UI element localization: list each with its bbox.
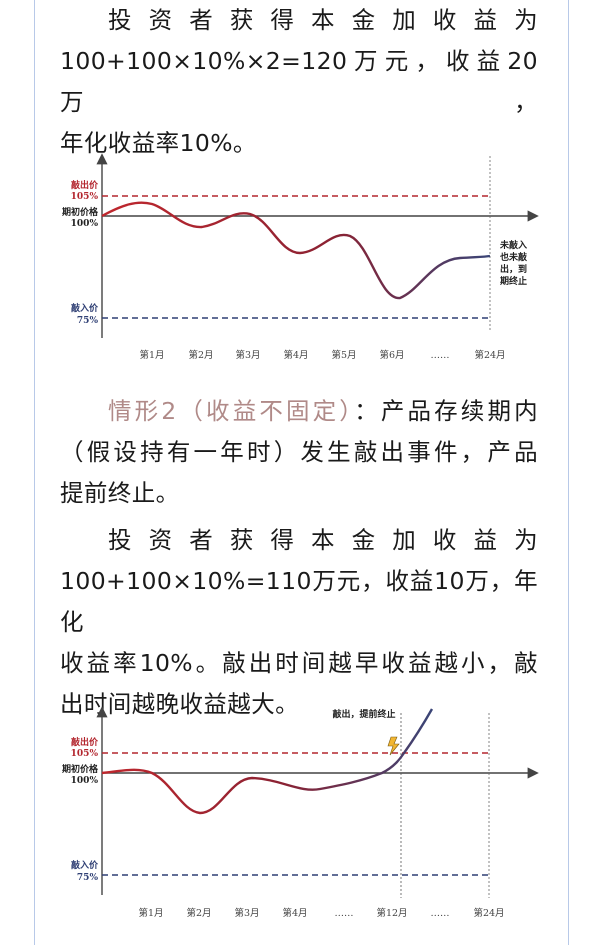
initial-label: 期初价格 <box>62 763 99 775</box>
x-tick: …… <box>335 908 354 919</box>
x-tick: 第3月 <box>235 349 260 361</box>
knock-out-annotation: 敲出，提前终止 <box>332 708 395 720</box>
x-tick: 第1月 <box>138 907 163 919</box>
chart-case1: 敲出价 105% 期初价格 100% 敲入价 75% 未敲入 也未敲 出，到 期… <box>52 150 552 372</box>
paragraph-case1-result: 投资者获得本金加收益为 100+100×10%×2=120万元，收益20万， 年… <box>60 0 538 164</box>
text-line: 提前终止。 <box>60 479 180 507</box>
x-tick: …… <box>431 908 450 919</box>
paragraph-case2-result: 投资者获得本金加收益为 100+100×10%=110万元，收益10万，年化 收… <box>60 520 538 725</box>
knock-out-value: 105% <box>71 192 99 202</box>
x-tick: 第6月 <box>379 349 404 361</box>
knock-in-label: 敲入价 <box>71 859 99 871</box>
x-tick: 第24月 <box>473 907 504 919</box>
annotation-line: 期终止 <box>500 275 527 287</box>
text-line: 100+100×10%=110万元，收益10万，年化 <box>60 567 538 636</box>
paragraph-case2-intro: 情形2（收益不固定）：产品存续期内 （假设持有一年时）发生敲出事件，产品 提前终… <box>60 391 538 514</box>
page-frame-left <box>34 0 35 945</box>
knock-out-value: 105% <box>71 749 99 759</box>
lightning-icon <box>387 736 400 756</box>
text-line: 收益率10%。敲出时间越早收益越小，敲 <box>60 649 538 677</box>
text-line: 情形2（收益不固定）：产品存续期内 <box>60 391 538 432</box>
case2-rest: ：产品存续期内 <box>354 397 538 425</box>
x-tick: 第2月 <box>186 907 211 919</box>
text-line: 投资者获得本金加收益为 <box>108 526 538 554</box>
x-tick: 第2月 <box>188 349 213 361</box>
x-tick: 第1月 <box>139 349 164 361</box>
case2-title: 情形2（收益不固定） <box>108 397 355 425</box>
text-line: 投资者获得本金加收益为 <box>108 6 538 34</box>
knock-in-value: 75% <box>77 873 99 883</box>
text-line: 年化收益率10%。 <box>60 129 257 157</box>
text-line: （假设持有一年时）发生敲出事件，产品 <box>60 438 538 466</box>
x-tick: 第24月 <box>474 349 505 361</box>
x-tick: 第4月 <box>283 349 308 361</box>
annotation-line: 出，到 <box>500 263 527 275</box>
price-path <box>101 201 491 300</box>
price-path <box>101 708 434 815</box>
initial-label: 期初价格 <box>62 206 99 218</box>
x-tick: 第4月 <box>282 907 307 919</box>
x-tick: 第3月 <box>234 907 259 919</box>
x-tick: …… <box>431 350 450 361</box>
knock-in-value: 75% <box>77 316 99 326</box>
x-tick: 第5月 <box>331 349 356 361</box>
annotation-line: 也未敲 <box>500 251 528 263</box>
knock-out-label: 敲出价 <box>71 179 99 191</box>
knock-out-label: 敲出价 <box>71 736 99 748</box>
x-tick: 第12月 <box>376 907 407 919</box>
annotation-line: 未敲入 <box>499 239 527 251</box>
text-line: 100+100×10%×2=120万元，收益20万， <box>60 47 538 116</box>
chart-case2: 敲出，提前终止 敲出价 105% 期初价格 100% 敲入价 75% 第1月 第… <box>52 703 552 933</box>
initial-value: 100% <box>71 776 99 786</box>
page-frame-right <box>568 0 569 945</box>
knock-in-label: 敲入价 <box>71 302 99 314</box>
initial-value: 100% <box>71 219 99 229</box>
